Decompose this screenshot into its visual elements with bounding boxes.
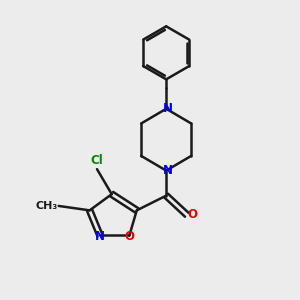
Text: O: O bbox=[124, 230, 134, 243]
Text: Cl: Cl bbox=[91, 154, 103, 167]
Text: N: N bbox=[163, 164, 173, 177]
Text: N: N bbox=[95, 230, 105, 243]
Text: O: O bbox=[188, 208, 198, 221]
Text: N: N bbox=[163, 102, 173, 115]
Text: CH₃: CH₃ bbox=[35, 201, 57, 211]
